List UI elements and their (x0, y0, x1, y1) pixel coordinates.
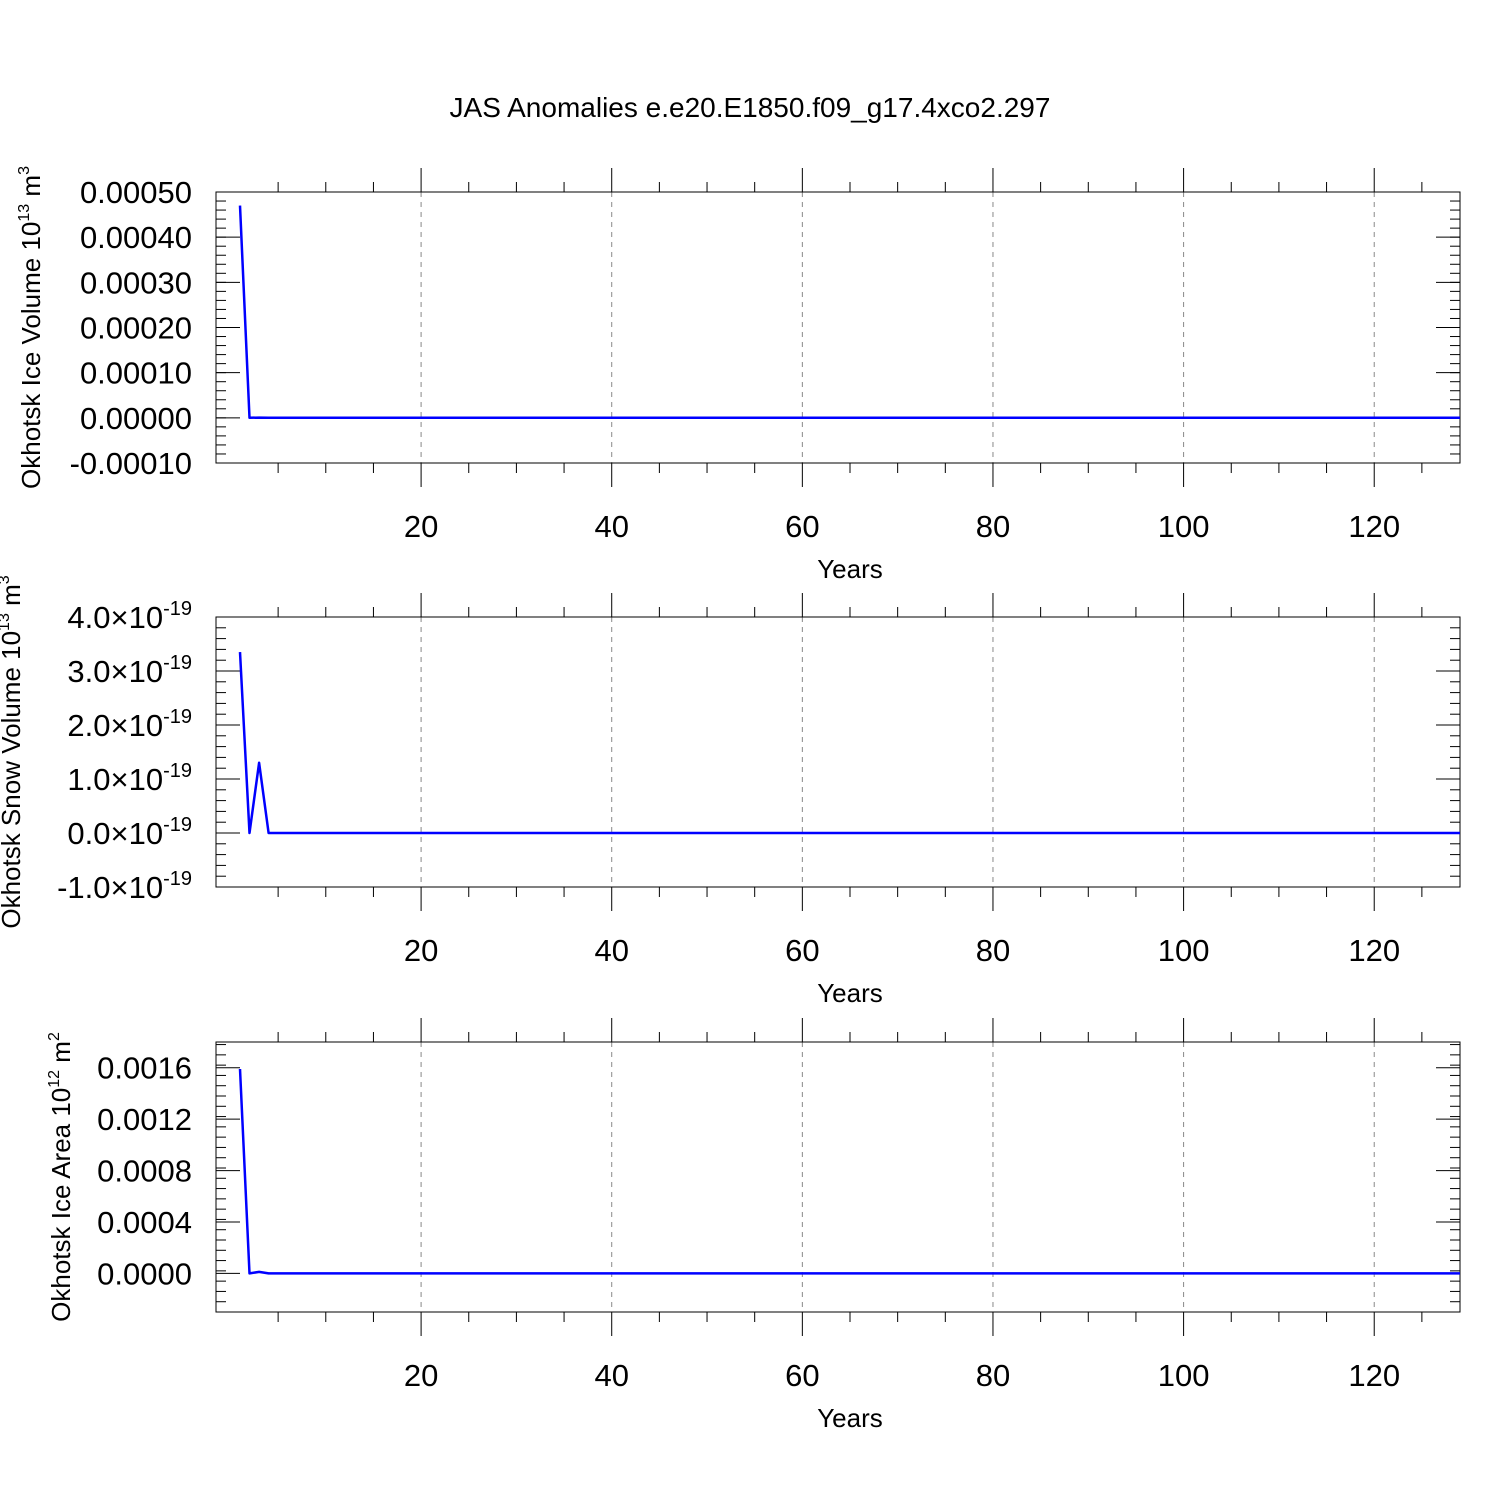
y-tick-exponent: -19 (163, 760, 192, 782)
series-line (238, 1068, 1460, 1275)
y-tick-exponent: -19 (163, 652, 192, 674)
y-tick-label: 0.0016 (97, 1051, 192, 1086)
y-axis-label: Okhotsk Snow Volume 1013 m3 (0, 575, 26, 928)
x-tick-label: 40 (594, 509, 628, 544)
y-tick-label: 0.00010 (80, 356, 192, 391)
y-axis-label-unit: m (16, 175, 46, 204)
x-tick-label: 80 (976, 509, 1010, 544)
x-tick-label: 120 (1348, 1358, 1400, 1393)
y-axis-label-exponent: 13 (16, 204, 33, 222)
x-tick-label: 80 (976, 933, 1010, 968)
x-tick-label: 20 (404, 933, 438, 968)
x-tick-label: 120 (1348, 509, 1400, 544)
y-tick-label: -0.00010 (70, 446, 192, 481)
y-tick-mantissa: 0.0×10 (67, 816, 163, 851)
y-axis-label-text: Okhotsk Ice Area 10 (46, 1088, 76, 1322)
panel-2: 20 40 60 80 100 1204.0×10-193.0×10-192.0×10-1… (0, 575, 1461, 1008)
panel-1: 20 40 60 80 100 120 0.00050 0.00040 0.00030 0.000… (16, 166, 1461, 584)
chart-panels: 20 40 60 80 100 120 0.00050 0.00040 0.00030 0.000… (0, 166, 1461, 1433)
y-tick-exponent: -19 (163, 814, 192, 836)
y-tick-label: 0.00040 (80, 220, 192, 255)
y-axis-label-exponent: 12 (46, 1070, 63, 1088)
plot-frame (215, 191, 1461, 464)
plot-frame (215, 1041, 1461, 1313)
x-tick-label: 60 (785, 933, 819, 968)
y-axis-label-text: Okhotsk Snow Volume 10 (0, 631, 26, 929)
x-tick-label: 100 (1158, 509, 1210, 544)
y-tick-label: 0.00030 (80, 265, 192, 300)
y-axis-label-unit: m (46, 1041, 76, 1070)
y-tick-label: 0.00050 (80, 175, 192, 210)
y-tick-label: -1.0×10-19 (57, 868, 192, 905)
y-tick-label: 0.0000 (97, 1256, 192, 1291)
y-tick-mantissa: 4.0×10 (67, 600, 163, 635)
y-axis-label-unit-exponent: 2 (46, 1032, 63, 1041)
y-axis-label-unit-exponent: 3 (16, 166, 33, 175)
y-tick-exponent: -19 (163, 598, 192, 620)
y-tick-exponent: -19 (163, 868, 192, 890)
y-tick-mantissa: 3.0×10 (67, 654, 163, 689)
y-tick-label: 2.0×10-19 (67, 706, 192, 743)
y-tick-label: 0.00020 (80, 311, 192, 346)
y-tick-mantissa: 2.0×10 (67, 708, 163, 743)
series-line (238, 205, 1460, 420)
y-tick-exponent: -19 (163, 706, 192, 728)
y-tick-label: 1.0×10-19 (67, 760, 192, 797)
x-tick-label: 20 (404, 1358, 438, 1393)
x-tick-label: 120 (1348, 933, 1400, 968)
y-tick-label: 4.0×10-19 (67, 598, 192, 635)
x-tick-label: 100 (1158, 1358, 1210, 1393)
y-axis-label: Okhotsk Ice Area 1012 m2 (46, 1032, 76, 1322)
y-axis-label-unit: m (0, 584, 26, 613)
x-tick-label: 60 (785, 509, 819, 544)
y-tick-label: 0.00000 (80, 401, 192, 436)
x-tick-label: 40 (594, 933, 628, 968)
y-tick-mantissa: -1.0×10 (57, 870, 163, 905)
y-tick-label: 3.0×10-19 (67, 652, 192, 689)
x-tick-label: 20 (404, 509, 438, 544)
plot-frame (215, 616, 1461, 888)
x-axis-label: Years (817, 554, 883, 584)
y-tick-label: 0.0008 (97, 1154, 192, 1189)
x-axis-label: Years (817, 1403, 883, 1433)
chart-title: JAS Anomalies e.e20.E1850.f09_g17.4xco2.… (450, 92, 1051, 123)
series-line (238, 652, 1460, 835)
y-axis-label-text: Okhotsk Ice Volume 10 (16, 222, 46, 489)
y-axis-label-exponent: 13 (0, 613, 13, 631)
y-axis-label-unit-exponent: 3 (0, 575, 13, 584)
y-tick-label: 0.0012 (97, 1102, 192, 1137)
x-tick-label: 80 (976, 1358, 1010, 1393)
x-tick-label: 60 (785, 1358, 819, 1393)
y-tick-label: 0.0004 (97, 1205, 192, 1240)
y-tick-mantissa: 1.0×10 (67, 762, 163, 797)
x-tick-label: 40 (594, 1358, 628, 1393)
panel-3: 20 40 60 80 100 120 0.0016 0.0012 0.0008 0.0004 0.… (46, 1018, 1461, 1433)
y-tick-label: 0.0×10-19 (67, 814, 192, 851)
y-axis-label: Okhotsk Ice Volume 1013 m3 (16, 166, 46, 489)
x-axis-label: Years (817, 978, 883, 1008)
x-tick-label: 100 (1158, 933, 1210, 968)
